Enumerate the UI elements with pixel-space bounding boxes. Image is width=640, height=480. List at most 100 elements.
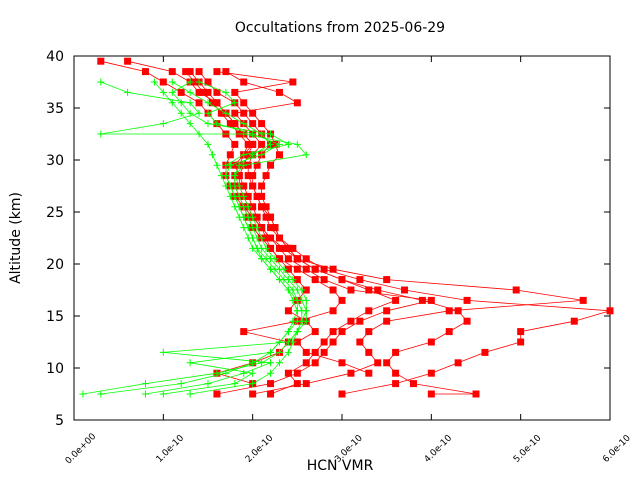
data-point [253,244,261,252]
data-point [244,151,252,159]
data-point [302,359,310,367]
data-point [267,234,275,242]
data-point [275,255,283,263]
data-point [231,109,239,117]
data-point [204,380,212,388]
data-point [249,369,257,377]
data-point [289,276,297,284]
data-point [445,328,453,336]
data-point [409,380,417,388]
data-point [186,88,194,96]
data-point [235,203,243,211]
data-point [204,109,212,117]
x-tick-label: 2.0e-10 [244,433,276,465]
data-point [392,296,400,304]
data-point [311,348,319,356]
y-tick-label: 25 [46,205,64,221]
data-point [454,359,462,367]
data-point [204,140,212,148]
data-point [302,307,310,315]
data-point [267,390,275,398]
data-point [79,390,87,398]
data-point [365,369,373,377]
data-point [258,224,266,232]
data-point [222,172,230,180]
series-line [100,81,308,395]
series-red-4 [222,68,400,398]
data-point [275,348,283,356]
data-point [249,151,257,159]
series-layer [79,57,614,398]
data-point [401,286,409,294]
y-tick-label: 35 [46,101,64,117]
data-point [226,182,234,190]
data-point [329,265,337,273]
data-point [302,151,310,159]
data-point [284,286,292,294]
data-point [258,120,266,128]
data-point [267,380,275,388]
data-point [235,172,243,180]
data-point [249,109,257,117]
data-point [186,99,194,107]
data-point [320,348,328,356]
data-point [231,120,239,128]
data-point [298,317,306,325]
data-point [258,130,266,138]
data-point [258,140,266,148]
data-point [249,390,257,398]
data-point [213,99,221,107]
data-point [275,244,283,252]
data-point [454,307,462,315]
y-tick-label: 5 [55,413,64,429]
data-point [231,88,239,96]
data-point [208,151,216,159]
data-point [267,369,275,377]
data-point [204,88,212,96]
x-tick-label: 5.0e-10 [512,433,544,465]
data-point [418,296,426,304]
data-point [356,317,364,325]
data-point [284,255,292,263]
data-point [124,57,132,65]
data-point [258,151,266,159]
data-point [195,109,203,117]
data-point [97,130,105,138]
data-point [512,286,520,294]
data-point [284,348,292,356]
data-point [267,348,275,356]
data-point [365,286,373,294]
data-point [249,182,257,190]
data-point [267,359,275,367]
data-point [338,296,346,304]
data-point [168,68,176,76]
data-point [302,348,310,356]
data-point [177,88,185,96]
data-point [222,88,230,96]
data-point [240,182,248,190]
data-point [267,130,275,138]
series-line [198,71,611,395]
x-tick-label: 4.0e-10 [423,433,455,465]
data-point [280,265,288,273]
series-green-9 [97,78,310,398]
data-point [289,244,297,252]
data-point [293,338,301,346]
data-point [249,213,257,221]
y-tick-label: 20 [46,257,64,273]
series-red-1 [124,57,587,398]
data-point [284,328,292,336]
data-point [208,99,216,107]
data-point [177,109,185,117]
series-red-3 [213,68,480,398]
data-point [320,276,328,284]
data-point [293,307,301,315]
data-point [311,359,319,367]
data-point [262,213,270,221]
data-point [517,328,525,336]
data-point [267,244,275,252]
data-point [347,369,355,377]
data-point [258,359,266,367]
data-point [275,140,283,148]
